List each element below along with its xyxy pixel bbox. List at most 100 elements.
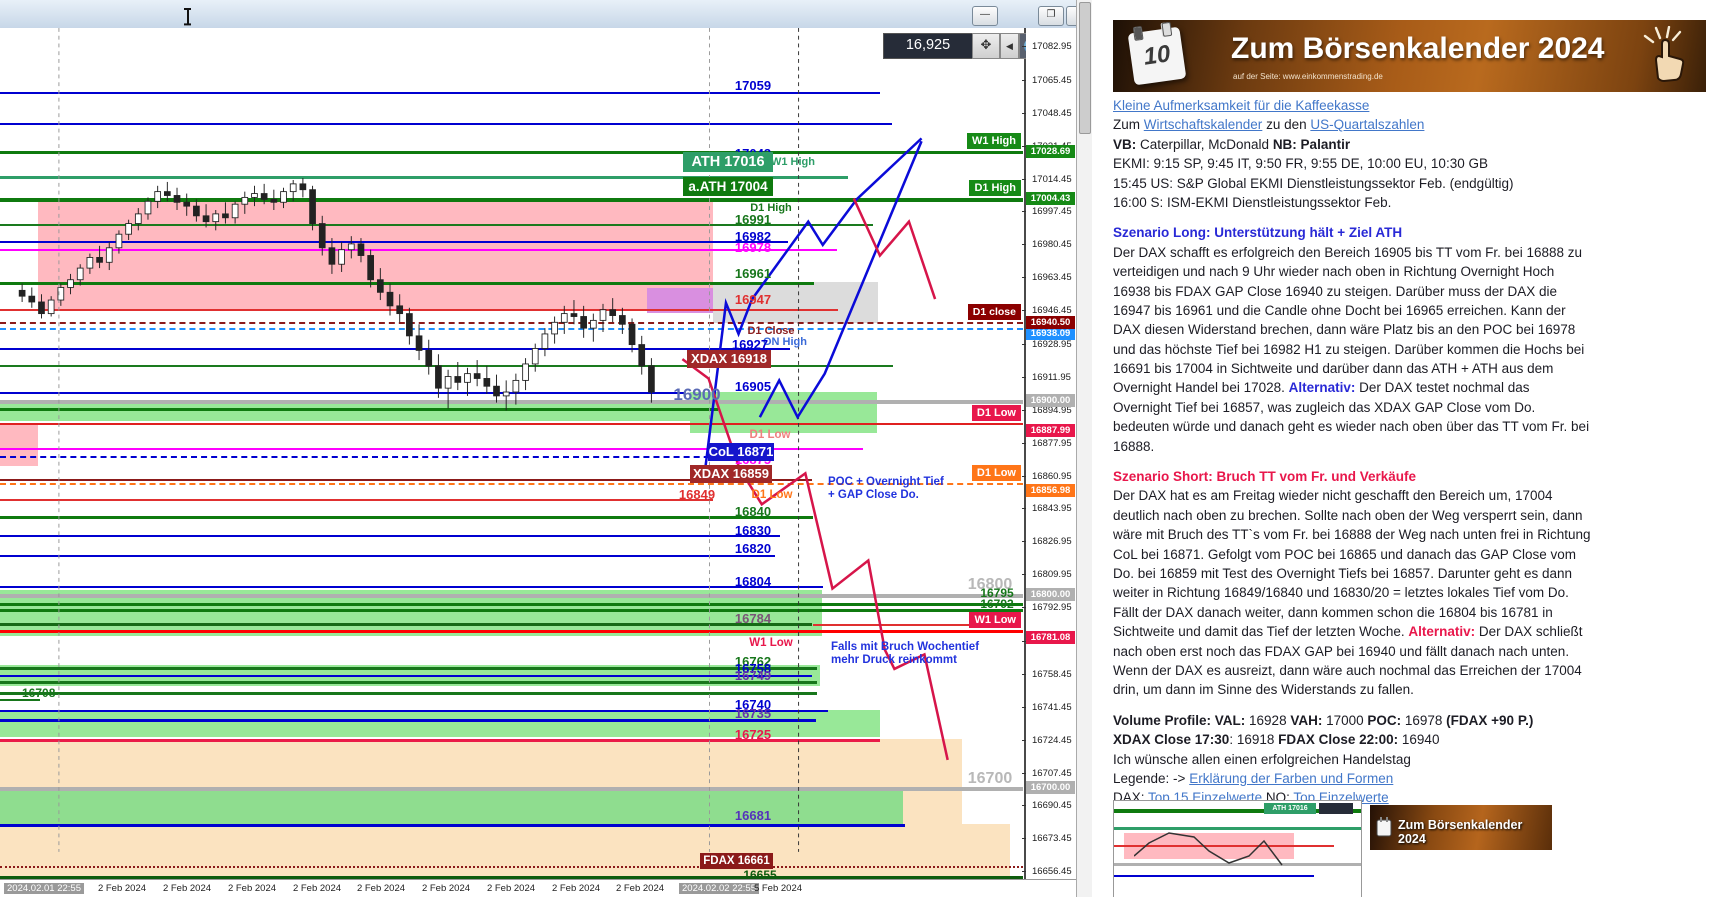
axis-tick-mark [1022,443,1026,444]
calendar-banner-thumbnail[interactable]: Zum Börsenkalender 2024 [1370,805,1552,850]
axis-tick-label: 17014.45 [1032,174,1072,185]
text-line: CoL bei 16871. Gefolgt vom POC bei 16865… [1113,545,1713,564]
level-label: 16758 [734,661,772,676]
text-link[interactable]: Wirtschaftskalender [1143,117,1263,133]
text-line: EKMI: 9:15 SP, 9:45 IT, 9:50 FR, 9:55 DE… [1113,154,1713,173]
text-line: Zum Wirtschaftskalender zu den US-Quarta… [1113,115,1713,134]
price-level-line [813,624,1005,626]
price-level-line [0,675,812,677]
price-level-line [0,710,828,712]
text-link[interactable]: Erklärung der Farben und Formen [1189,770,1394,786]
level-label: 16655 [743,868,777,879]
text-segment: Alternativ: [1408,624,1476,640]
axis-price-badge: 16856.98 [1026,484,1075,497]
price-band [647,288,713,313]
axis-tick-mark [1022,707,1026,708]
time-axis-label: 2 Feb 2024 [356,883,406,894]
level-side-badge: D1 Low [971,465,1021,481]
calendar-banner[interactable]: 10 Zum Börsenkalender 2024 auf der Seite… [1113,20,1706,92]
text-segment: 16888. [1113,438,1155,454]
scenario-path-short_path_2 [681,358,949,761]
time-axis-label: 2 Feb 2024 [615,883,665,894]
axis-tick-label: 16656.45 [1032,866,1072,877]
chart-thumbnail[interactable]: ATH 17016 [1113,800,1362,897]
axis-tick-label: 16877.95 [1032,438,1072,449]
level-label: 16749 [734,668,772,683]
axis-tick-mark [1022,674,1026,675]
scrollbar-thumb[interactable] [1079,2,1091,134]
level-label: 16700 [967,770,1013,787]
price-band [0,710,880,737]
text-segment: 16928 [1245,712,1291,728]
thumbnail-banner-title: Zum Börsenkalender 2024 [1398,818,1523,846]
level-label: ON High [763,336,807,348]
axis-tick-label: 16809.95 [1032,569,1072,580]
axis-tick-mark [1022,377,1026,378]
text-link[interactable]: Kleine Aufmerksamkeit für die Kaffeekass… [1113,98,1370,113]
axis-tick-mark [1022,179,1026,180]
text-segment: 16978 [1401,712,1447,728]
text-segment: Sichtweite und damit das Tief der letzte… [1113,624,1409,640]
price-level-line [0,667,817,670]
banner-title: Zum Börsenkalender 2024 [1231,32,1605,65]
minimize-button[interactable]: — [972,6,998,26]
level-badge: ATH 17016 [683,152,773,172]
axis-tick-mark [1022,146,1026,147]
price-level-line [0,555,775,557]
level-badge: XDAX 16918 [687,350,771,368]
axis-tick-mark [1022,541,1026,542]
restore-button[interactable]: ❐ [1038,6,1064,26]
axis-price-badge: 17004.43 [1026,192,1075,205]
price-spinner-value[interactable]: 16,925 [883,33,973,59]
level-label: 16804 [734,574,772,589]
level-label: 16795 [980,586,1014,600]
axis-price-badge: 16700.00 [1026,781,1075,794]
level-label: D1 High [750,202,792,214]
price-level-line [0,516,813,519]
price-spinner-stepper[interactable]: ✥ [972,33,1000,59]
text-line: 15:45 US: S&P Global EKMI Dienstleistung… [1113,174,1713,193]
level-label: 16961 [734,266,772,281]
level-label: 16708 [22,686,56,700]
text-line: Szenario Long: Unterstützung hält + Ziel… [1113,223,1713,242]
text-segment: wäre mit Bruch des TT`s vom Fr. bei 1688… [1113,527,1591,543]
text-link[interactable]: US-Quartalszahlen [1310,117,1425,133]
text-segment: bedeuten würde und danach geht es wieder… [1113,419,1590,435]
price-band [0,423,38,466]
text-segment: EKMI: 9:15 SP, 9:45 IT, 9:50 FR, 9:55 DE… [1113,156,1488,172]
price-level-line [0,739,880,742]
text-segment: : 16918 [1229,732,1279,748]
axis-price-badge: 16887.99 [1026,424,1075,437]
text-cursor-icon [184,8,191,25]
calendar-icon: 10 [1127,26,1187,86]
panel-scrollbar[interactable] [1076,0,1093,897]
level-label: 17059 [734,78,772,93]
axis-tick-mark [1022,574,1026,575]
level-side-badge: W1 Low [969,612,1021,628]
restore-icon: ❐ [1046,9,1056,20]
text-segment: Szenario Long: Unterstützung hält + Ziel… [1113,225,1403,241]
scenario-path-long_path_2 [758,140,923,420]
text-segment: 16938 bis FDAX GAP Close 16940 zu steige… [1113,283,1557,299]
text-segment: Wenn der DAX es ausreizt, dann wäre auch… [1113,662,1582,678]
price-level-line [0,348,790,350]
axis-tick-mark [1022,508,1026,509]
axis-tick-label: 16911.95 [1032,372,1071,383]
price-level-line [0,824,905,827]
axis-price-badge: 16938.09 [1026,327,1075,340]
axis-tick-mark [1022,277,1026,278]
time-axis-label: 5 Feb 2024 [753,883,803,894]
text-segment: nach oben erst noch das FDAX GAP bei 169… [1113,643,1570,659]
chart-window-titlebar: — ❐ ✕ [0,0,1092,29]
text-segment: zu den [1262,117,1311,133]
axis-price-badge: 16940.50 [1026,316,1075,329]
text-line: Ich wünsche allen einen erfolgreichen Ha… [1113,750,1713,769]
annotation-text: POC + Overnight Tief [828,476,944,488]
text-segment: 16691 bis 17004 in Sichtweite und darübe… [1113,361,1554,377]
level-label: 16849 [678,487,716,502]
price-level-line [0,249,837,251]
axis-tick-mark [1022,310,1026,311]
collapse-arrow-button[interactable]: ◀ [1000,33,1019,59]
axis-tick-label: 16741.45 [1032,702,1072,713]
